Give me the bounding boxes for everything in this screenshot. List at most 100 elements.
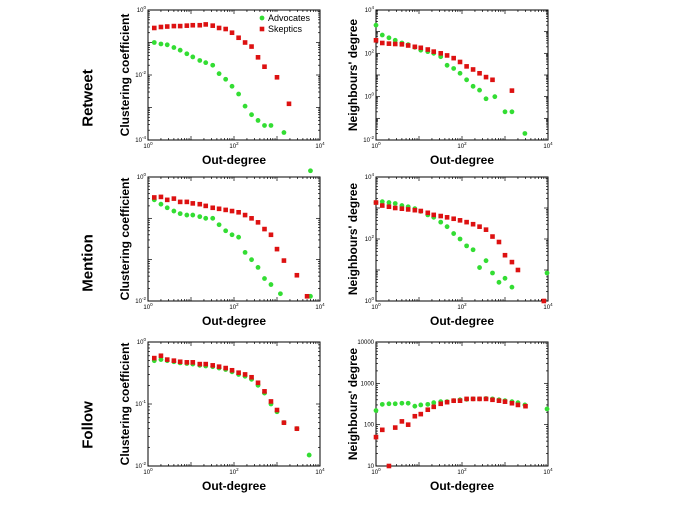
skeptics-point: [216, 25, 222, 31]
y-tick-label: 100: [365, 296, 375, 305]
skeptics-point: [249, 44, 254, 49]
advocates-point: [278, 291, 283, 297]
chart-panel-6: 10010210410000100010010Out-degreeNeighbo…: [346, 340, 553, 493]
skeptics-point: [255, 55, 261, 60]
y-axis-label: Clustering coefficient: [118, 14, 132, 137]
skeptics-point: [399, 206, 405, 211]
advocates-point: [255, 118, 261, 123]
x-tick-label: 100: [143, 467, 153, 476]
chart-panel-4: 100 102 104 104 102 100 Out-degree Neighbours' …: [346, 172, 553, 328]
advocates-point: [490, 270, 495, 276]
x-tick-label: 104: [315, 302, 325, 311]
x-tick-label: 100: [143, 141, 153, 150]
advocates-point: [223, 228, 229, 234]
advocates-point: [308, 168, 313, 174]
skeptics-point: [386, 463, 392, 469]
y-axis-label: Neighbours' degree: [346, 19, 360, 132]
advocates-point: [483, 258, 489, 264]
skeptics-point: [438, 51, 444, 56]
skeptics-point: [373, 37, 379, 43]
advocates-point: [171, 208, 177, 214]
advocates-point: [444, 62, 450, 68]
skeptics-point: [177, 23, 183, 29]
skeptics-point: [431, 49, 437, 54]
advocates-point: [373, 408, 379, 413]
legend-skeptics-label: Skeptics: [268, 24, 303, 34]
skeptics-point: [457, 398, 463, 404]
skeptics-point: [216, 206, 222, 212]
advocates-point: [203, 215, 209, 221]
skeptics-point: [184, 199, 190, 205]
skeptics-point: [184, 23, 190, 28]
skeptics-point: [373, 434, 379, 440]
y-tick-label: 10-2: [135, 296, 146, 305]
skeptics-point: [490, 397, 495, 403]
x-tick-label: 102: [457, 141, 467, 150]
skeptics-point: [431, 212, 437, 218]
x-tick-label: 100: [371, 141, 381, 150]
skeptics-point: [418, 45, 424, 51]
skeptics-point: [164, 197, 170, 203]
skeptics-point: [431, 404, 437, 410]
chart-panel-5: 100 102 104 100 10-1 10-2 Out-degree Clustering…: [118, 337, 325, 493]
skeptics-point: [483, 74, 489, 80]
skeptics-point: [412, 44, 418, 50]
x-tick-label: 100: [143, 302, 153, 311]
skeptics-point: [399, 419, 405, 424]
skeptics-point: [281, 258, 287, 263]
y-tick-label: 100: [137, 172, 147, 181]
advocates-point: [431, 400, 437, 406]
skeptics-point: [203, 22, 209, 27]
skeptics-point: [392, 41, 398, 47]
skeptics-point: [490, 77, 495, 83]
skeptics-point: [418, 208, 424, 214]
skeptics-point: [203, 361, 209, 367]
advocates-point: [229, 83, 235, 89]
advocates-point: [392, 37, 398, 43]
x-axis-label: Out-degree: [430, 153, 494, 167]
x-axis-label: Out-degree: [202, 314, 266, 328]
x-tick-label: 104: [315, 467, 325, 476]
legend-advocates-label: Advocates: [268, 13, 311, 23]
skeptics-point: [523, 403, 528, 409]
skeptics-point: [197, 361, 203, 367]
skeptics-point: [399, 42, 405, 47]
skeptics-point: [255, 220, 261, 225]
x-tick-label: 104: [543, 467, 553, 476]
skeptics-point: [255, 380, 261, 386]
skeptics-point: [223, 26, 228, 32]
y-tick-label: 10: [367, 464, 374, 470]
skeptics-point: [158, 353, 164, 359]
skeptics-point: [236, 35, 241, 41]
skeptics-point: [412, 413, 418, 419]
skeptics-point: [223, 365, 228, 371]
skeptics-point: [405, 43, 411, 48]
skeptics-point: [190, 360, 196, 365]
skeptics-point: [477, 70, 482, 76]
skeptics-point: [210, 23, 216, 28]
skeptics-point: [490, 234, 495, 239]
advocates-point: [216, 222, 222, 228]
advocates-point: [197, 58, 203, 63]
skeptics-point: [425, 407, 431, 413]
y-axis-label: Neighbours' degree: [346, 183, 360, 296]
x-tick-label: 104: [315, 141, 325, 150]
skeptics-point: [470, 221, 476, 227]
skeptics-point: [464, 396, 469, 402]
advocates-point: [177, 211, 183, 217]
skeptics-point: [515, 267, 521, 273]
advocates-point: [544, 406, 550, 412]
advocates-point: [236, 91, 242, 97]
skeptics-point: [477, 396, 482, 402]
skeptics-point: [451, 216, 456, 222]
advocates-point: [197, 214, 203, 220]
x-tick-label: 104: [543, 141, 553, 150]
advocates-point: [184, 51, 190, 57]
skeptics-point: [190, 201, 196, 206]
advocates-point: [502, 109, 508, 115]
y-axis-label: Neighbours' degree: [346, 348, 360, 461]
skeptics-point: [216, 364, 222, 369]
y-axis-label: Clustering coefficient: [118, 178, 132, 301]
skeptics-point: [229, 208, 235, 214]
